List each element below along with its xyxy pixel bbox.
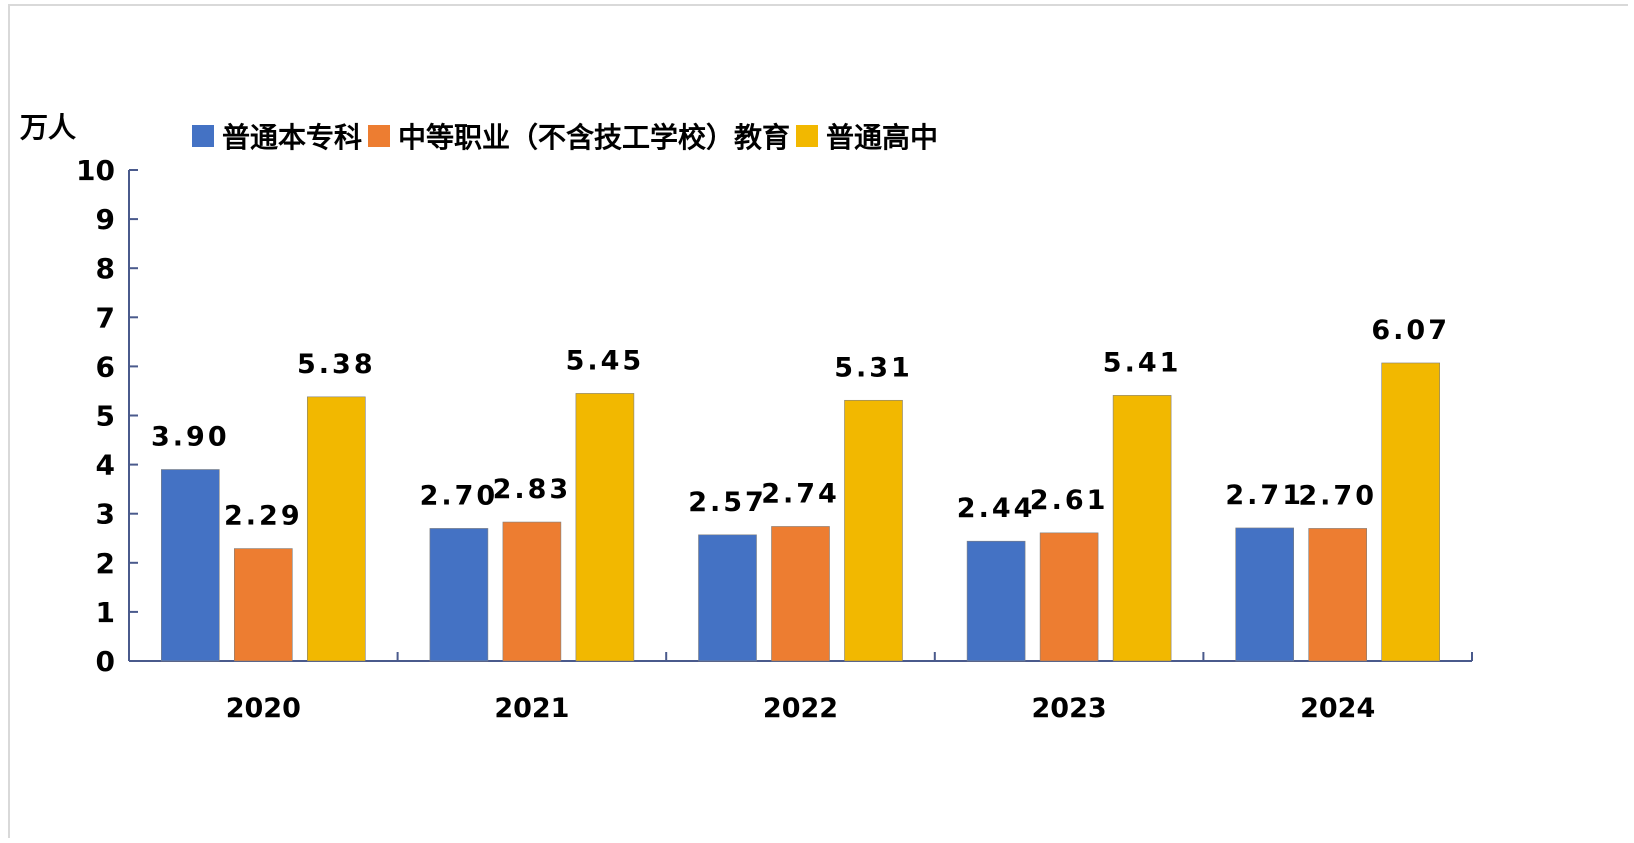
data-label-series-2-2022: 5.31 — [834, 352, 913, 383]
legend-swatch-series-1 — [368, 125, 391, 147]
data-label-series-1-2024: 2.70 — [1298, 480, 1377, 511]
data-label-series-2-2020: 5.38 — [297, 349, 376, 380]
bar-series-2-2022 — [844, 399, 903, 662]
data-label-series-1-2020: 2.29 — [224, 501, 303, 532]
y-tick-label-5: 5 — [96, 400, 115, 433]
legend-swatch-series-0 — [192, 125, 214, 147]
bar-series-0-2021 — [429, 528, 489, 662]
bar-series-1-2021 — [502, 521, 562, 662]
legend-swatch-series-2 — [796, 125, 819, 147]
data-label-series-0-2023: 2.44 — [957, 493, 1036, 524]
y-tick-label-0: 0 — [96, 645, 115, 678]
data-label-series-0-2022: 2.57 — [688, 487, 767, 518]
bar-series-0-2024 — [1235, 527, 1294, 662]
legend-label-series-1: 中等职业（不含技工学校）教育 — [398, 121, 791, 154]
legend-label-series-2: 普通高中 — [826, 121, 939, 154]
legend-item-series-1: 中等职业（不含技工学校）教育 — [368, 116, 790, 156]
y-tick-label-2: 2 — [96, 547, 115, 580]
legend-label-series-0: 普通本专科 — [222, 121, 363, 154]
data-label-series-0-2021: 2.70 — [420, 480, 499, 511]
x-tick-label-2021: 2021 — [494, 693, 569, 724]
legend: 普通本专科 中等职业（不含技工学校）教育 普通高中 — [192, 116, 944, 156]
bar-series-0-2020 — [161, 469, 220, 662]
y-tick-label-9: 9 — [96, 203, 115, 236]
y-tick-label-3: 3 — [96, 498, 115, 531]
bar-series-0-2023 — [966, 540, 1026, 662]
y-tick-label-6: 6 — [96, 350, 115, 383]
data-label-series-0-2024: 2.71 — [1225, 480, 1304, 511]
y-axis-unit-label: 万人 — [20, 111, 77, 144]
data-label-series-1-2021: 2.83 — [493, 474, 572, 505]
y-tick-label-1: 1 — [96, 596, 115, 629]
y-tick-label-4: 4 — [96, 449, 115, 482]
data-label-series-2-2021: 5.45 — [566, 345, 645, 376]
bar-series-2-2023 — [1112, 395, 1172, 662]
bar-series-2-2020 — [306, 396, 366, 662]
y-tick-label-7: 7 — [96, 301, 115, 334]
bar-series-2-2021 — [575, 393, 635, 662]
x-tick-label-2022: 2022 — [763, 693, 838, 724]
bar-series-1-2022 — [771, 526, 830, 662]
legend-item-series-2: 普通高中 — [796, 116, 938, 156]
bar-series-1-2020 — [234, 548, 293, 662]
y-tick-label-8: 8 — [96, 252, 115, 285]
bar-series-1-2024 — [1308, 528, 1367, 662]
bar-series-2-2024 — [1381, 362, 1440, 662]
data-label-series-1-2022: 2.74 — [761, 478, 840, 509]
x-tick-label-2020: 2020 — [226, 693, 301, 724]
bar-series-1-2023 — [1039, 532, 1099, 662]
bar-series-0-2022 — [698, 534, 757, 662]
data-label-series-2-2023: 5.41 — [1103, 347, 1182, 378]
data-label-series-1-2023: 2.61 — [1030, 485, 1109, 516]
data-label-series-2-2024: 6.07 — [1371, 315, 1450, 346]
data-label-series-0-2020: 3.90 — [151, 422, 230, 453]
y-tick-label-10: 10 — [76, 154, 115, 187]
legend-item-series-0: 普通本专科 — [192, 116, 362, 156]
x-tick-label-2023: 2023 — [1032, 693, 1107, 724]
x-tick-label-2024: 2024 — [1300, 693, 1375, 724]
